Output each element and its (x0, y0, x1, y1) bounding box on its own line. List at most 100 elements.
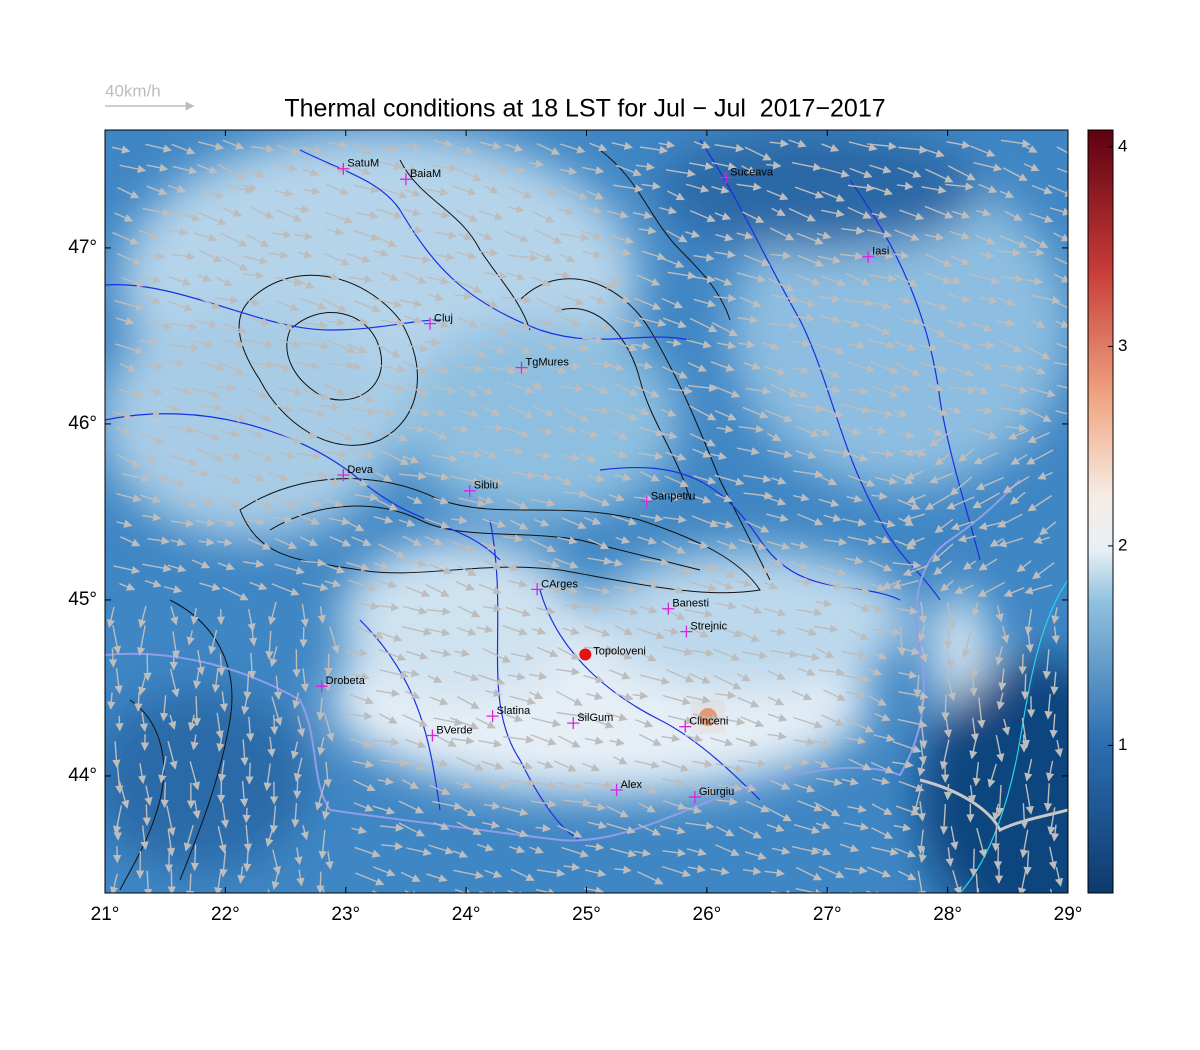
wind-arrow (140, 361, 164, 371)
wind-arrow (402, 669, 420, 678)
wind-arrow (688, 540, 709, 549)
wind-arrow (243, 338, 274, 349)
wind-arrow (818, 294, 841, 303)
wind-arrow (485, 161, 509, 173)
wind-arrow (531, 717, 562, 728)
wind-arrow (867, 300, 892, 310)
colorbar (1087, 129, 1114, 894)
wind-arrow (299, 297, 327, 310)
wind-arrow (505, 714, 524, 723)
wind-arrow (999, 235, 1028, 249)
wind-arrow (615, 295, 632, 304)
wind-arrow (223, 323, 248, 334)
wind-arrow (119, 164, 147, 174)
wind-arrow (999, 382, 1028, 394)
wind-arrow (192, 428, 220, 441)
wind-arrow (1049, 713, 1058, 739)
wind-arrow (115, 343, 145, 355)
wind-arrow (505, 498, 529, 510)
wind-arrow (978, 558, 998, 571)
wind-arrow (945, 182, 974, 191)
wind-arrow (458, 497, 487, 507)
wind-arrow (950, 255, 971, 266)
wind-arrow (970, 717, 980, 743)
wind-arrow (198, 403, 224, 412)
wind-arrow (607, 558, 624, 567)
wind-arrow (874, 712, 891, 722)
wind-arrow (251, 144, 275, 153)
wind-arrow (606, 210, 629, 219)
wind-arrow (220, 232, 248, 247)
wind-arrow (375, 472, 393, 482)
wind-arrow (969, 427, 998, 440)
wind-arrow (294, 232, 314, 241)
wind-arrow (483, 185, 499, 194)
wind-arrow (712, 579, 734, 590)
wind-arrow (795, 403, 825, 413)
wind-arrow (554, 760, 577, 772)
highlight-marker (579, 648, 592, 661)
wind-arrow (1042, 649, 1052, 680)
wind-arrow (244, 427, 265, 438)
city-label: Strejnic (690, 621, 727, 633)
wind-arrow (945, 318, 967, 328)
wind-arrow (745, 564, 772, 575)
wind-arrow (584, 586, 611, 595)
wind-arrow (379, 713, 398, 724)
wind-arrow (918, 343, 939, 352)
wind-arrow (614, 692, 634, 701)
wind-arrow (738, 424, 765, 434)
wind-arrow (614, 316, 643, 328)
wind-arrow (198, 189, 225, 199)
wind-arrow (112, 625, 122, 655)
wind-arrow (823, 537, 848, 547)
wind-arrow (580, 429, 599, 438)
wind-arrow (949, 476, 973, 496)
wind-arrow (483, 604, 503, 613)
wind-arrow (188, 714, 197, 732)
wind-arrow (848, 141, 878, 152)
wind-arrow (398, 471, 427, 481)
wind-arrow (294, 205, 310, 214)
wind-arrow (531, 316, 555, 327)
wind-arrow (659, 206, 678, 215)
wind-arrow (324, 579, 342, 588)
wind-arrow (609, 606, 639, 616)
wind-arrow (506, 381, 535, 394)
wind-arrow (349, 141, 372, 154)
wind-arrow (635, 895, 651, 898)
x-tick-label: 26° (693, 904, 722, 925)
wind-arrow (399, 557, 428, 568)
wind-arrow (245, 448, 274, 462)
wind-arrow (164, 403, 181, 413)
wind-arrow (710, 737, 734, 747)
wind-arrow (163, 585, 183, 594)
wind-arrow (816, 647, 835, 659)
wind-arrow (996, 513, 1023, 528)
wind-arrow (977, 697, 986, 729)
wind-arrow (689, 433, 716, 447)
wind-arrow (1027, 495, 1053, 512)
wind-arrow (586, 190, 604, 200)
wind-arrow (1028, 387, 1057, 398)
wind-arrow (355, 601, 380, 610)
wind-arrow (946, 496, 975, 510)
wind-arrow (170, 343, 200, 352)
wind-arrow (433, 496, 449, 505)
wind-arrow (925, 272, 952, 284)
wind-arrow (375, 499, 399, 511)
wind-arrow (323, 272, 340, 281)
wind-arrow (764, 409, 793, 423)
wind-arrow (977, 581, 1005, 597)
wind-arrow (917, 625, 926, 643)
wind-arrow (610, 235, 634, 245)
wind-arrow (787, 387, 809, 398)
wind-arrow (867, 229, 893, 239)
wind-arrow (451, 540, 475, 552)
wind-arrow (403, 142, 422, 151)
wind-arrow (376, 208, 403, 219)
wind-arrow (218, 474, 242, 485)
wind-arrow (402, 208, 422, 217)
wind-arrow (632, 691, 649, 700)
wind-arrow (377, 777, 394, 786)
